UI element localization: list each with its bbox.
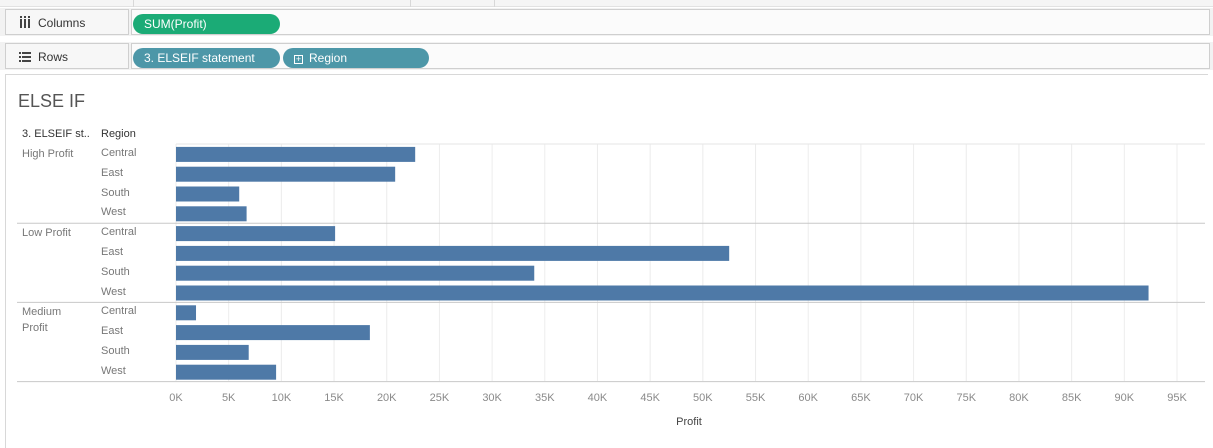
x-tick-label: 50K xyxy=(693,392,713,404)
region-label[interactable]: Central xyxy=(101,226,137,239)
sum-profit-pill[interactable]: SUM(Profit) xyxy=(133,14,280,34)
bar xyxy=(176,186,240,202)
group-label[interactable]: Medium Profit xyxy=(22,304,100,336)
x-tick-label: 70K xyxy=(904,392,924,404)
bar xyxy=(176,166,396,182)
columns-shelf-label-box: Columns xyxy=(5,9,129,35)
x-tick-label: 45K xyxy=(640,392,660,404)
region-pill[interactable]: + Region xyxy=(283,48,429,68)
region-pill-label: Region xyxy=(309,51,348,65)
x-tick-label: 35K xyxy=(535,392,555,404)
region-label[interactable]: East xyxy=(101,325,124,338)
region-label[interactable]: South xyxy=(101,186,130,199)
bar xyxy=(176,325,370,341)
group-label-line: Low Profit xyxy=(22,227,71,240)
x-tick-label: 40K xyxy=(588,392,608,404)
region-label[interactable]: South xyxy=(101,265,130,278)
region-label[interactable]: Central xyxy=(101,305,137,318)
expand-plus-icon: + xyxy=(294,54,303,64)
region-label[interactable]: East xyxy=(101,246,124,258)
bar xyxy=(176,245,730,261)
group-label-line: High Profit xyxy=(22,148,74,160)
columns-icon xyxy=(20,16,30,28)
x-tick-label: 60K xyxy=(798,392,818,404)
x-tick-label: 85K xyxy=(1062,392,1082,404)
x-tick-label: 25K xyxy=(430,392,450,404)
x-tick-label: 55K xyxy=(746,392,766,404)
group-label-line: Medium xyxy=(22,306,62,319)
x-tick-label: 90K xyxy=(1115,392,1135,404)
toolbar-separator xyxy=(494,0,495,7)
region-label[interactable]: South xyxy=(101,345,130,357)
x-tick-label: 20K xyxy=(377,392,397,404)
columns-drop-area[interactable]: SUM(Profit) xyxy=(131,9,1210,35)
columns-shelf-title: Columns xyxy=(38,16,86,30)
rows-shelf-title: Rows xyxy=(38,50,69,64)
bar xyxy=(176,344,249,360)
x-tick-label: 95K xyxy=(1167,392,1187,404)
toolbar-separator xyxy=(133,0,134,7)
x-tick-label: 80K xyxy=(1009,392,1029,404)
x-tick-label: 65K xyxy=(851,392,871,404)
top-toolbar-strip xyxy=(0,0,1213,7)
region-label[interactable]: Central xyxy=(101,147,137,159)
bar xyxy=(176,265,535,281)
x-axis-title: Profit xyxy=(676,416,702,428)
rows-icon xyxy=(19,52,31,62)
view-area xyxy=(5,74,1208,448)
toolbar-separator xyxy=(410,0,411,7)
bar xyxy=(176,285,1149,301)
x-tick-label: 15K xyxy=(324,392,344,404)
x-tick-label: 10K xyxy=(272,392,292,404)
bar xyxy=(176,206,247,222)
region-column-header[interactable]: Region xyxy=(101,128,136,140)
bar xyxy=(176,146,416,162)
group-label[interactable]: High Profit xyxy=(22,146,100,162)
group-label[interactable]: Low Profit xyxy=(22,225,100,241)
region-label[interactable]: West xyxy=(101,285,126,298)
region-label[interactable]: West xyxy=(101,206,126,219)
rows-shelf-label-box: Rows xyxy=(5,43,129,69)
bar xyxy=(176,364,277,380)
x-tick-label: 0K xyxy=(169,392,183,404)
view-title: ELSE IF xyxy=(18,91,86,111)
region-label[interactable]: West xyxy=(101,364,126,377)
x-tick-label: 30K xyxy=(482,392,502,404)
columns-shelf: Columns SUM(Profit) xyxy=(0,8,1213,36)
x-tick-label: 75K xyxy=(956,392,976,404)
bar xyxy=(176,226,336,242)
rows-shelf: Rows 3. ELSEIF statement + Region xyxy=(0,42,1213,70)
elseif-statement-pill[interactable]: 3. ELSEIF statement xyxy=(133,48,280,68)
bar xyxy=(176,305,197,321)
x-tick-label: 5K xyxy=(222,392,236,404)
rows-drop-area[interactable]: 3. ELSEIF statement + Region xyxy=(131,43,1210,69)
group-label-line: Profit xyxy=(22,322,48,335)
group-column-header[interactable]: 3. ELSEIF st.. xyxy=(22,128,90,140)
region-label[interactable]: East xyxy=(101,166,124,179)
